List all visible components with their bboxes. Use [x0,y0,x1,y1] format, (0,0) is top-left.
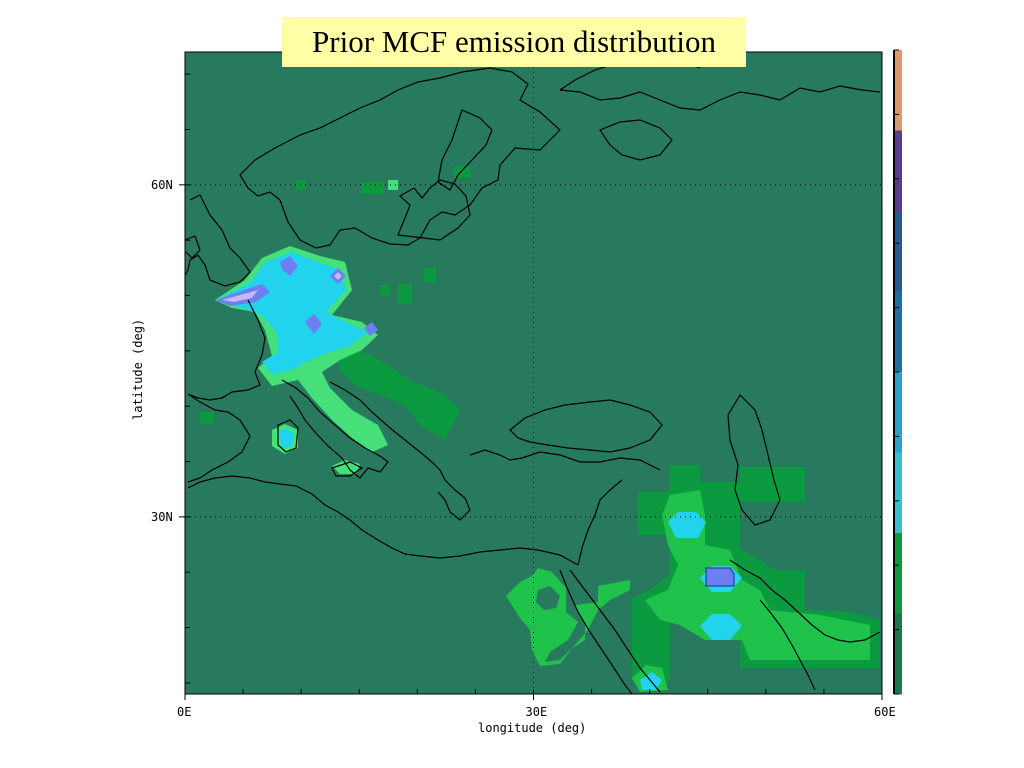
y-tick-label: 30N [151,509,173,524]
colorbar-segment [894,130,902,212]
coastline-russia-north [559,85,881,111]
coastline-greece [437,469,471,521]
coastline-sardinia [277,419,299,453]
colorbar [893,49,902,695]
coastline-uk [184,194,251,287]
x-tick-label: 30E [525,705,548,719]
emission-hotspot-baghdad [705,567,735,587]
coastline-aegean [469,449,661,471]
colorbar-segment [894,291,902,373]
coastline-levant [577,479,623,566]
colorbar-segment [894,372,902,453]
emission-hotspot-5 [364,322,378,336]
emission-spot [362,182,384,194]
colorbar-segment [894,533,902,614]
emission-hotspot-3-core [334,272,342,280]
emission-hotspot-2 [280,256,298,276]
coastline-red-sea-west [559,569,633,695]
y-axis-label: latitude (deg) [131,318,145,420]
colorbar-segment [894,50,902,131]
emission-layer [200,166,880,692]
coastline-north-africa [187,475,579,566]
colorbar-segment [894,613,902,695]
coastline-ireland [184,235,201,259]
emission-region-europe-mid [220,252,368,374]
emission-spot [200,412,214,424]
x-axis-label: longitude (deg) [478,721,587,735]
y-tick-label: 60N [151,177,173,192]
x-tick-label: 0E [177,705,192,719]
coastline-persian-gulf [729,559,881,643]
colorbar-segment [894,211,902,292]
emission-spot [380,285,390,295]
coastline-red-sea [569,569,661,693]
emission-spot-egypt-hole [536,586,560,610]
emission-spot [424,268,436,282]
coastline-adriatic [329,381,441,471]
coastline-france [187,299,266,401]
emission-region-europe-low [335,345,460,440]
emission-spot [388,180,398,190]
emission-spot [398,284,412,304]
colorbar-segment [894,452,902,534]
coastlines [184,57,881,695]
emission-hotspot-4 [305,314,322,334]
emission-spot-corsica-core [278,428,294,448]
emission-hotspot-1-core [222,290,258,302]
coastline-baltic [397,179,471,241]
x-tick-label: 60E [874,705,896,719]
coastline-italy [281,379,389,479]
coastline-white-sea [599,119,673,161]
coastline-scandinavia [239,67,561,249]
emission-region-egypt [506,568,630,666]
coastline-finland [437,109,493,191]
map-title: Prior MCF emission distribution [282,17,746,67]
coastline-gulf-south [759,599,816,691]
emission-spot-middleeast-3 [700,614,742,640]
grid-lines [185,52,882,694]
coastline-caspian [727,394,781,526]
tick-marks [179,73,883,700]
coastline-sicily [331,461,364,477]
coastline-black-sea [509,399,663,453]
coastline-iberia [187,393,251,483]
emission-region-middleeast-mid [645,490,870,660]
emission-spot-middleeast-1 [668,512,706,538]
emission-spot [454,166,470,178]
